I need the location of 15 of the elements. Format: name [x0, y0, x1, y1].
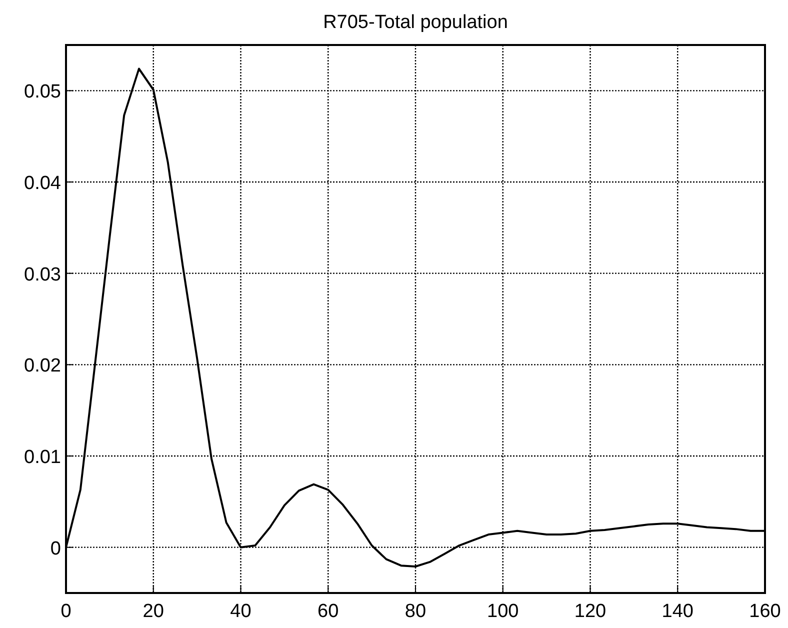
y-tick-label: 0.03 [24, 264, 61, 286]
y-tick-label: 0.01 [24, 447, 61, 468]
x-tick-label: 80 [404, 601, 426, 622]
y-tick-label: 0 [50, 538, 61, 560]
x-tick-label: 100 [487, 601, 519, 622]
y-tick-label: 0.02 [24, 356, 61, 377]
x-tick-label: 60 [318, 601, 339, 622]
x-tick-label: 20 [142, 601, 164, 622]
x-tick-label: 120 [574, 601, 606, 622]
y-tick-label: 0.04 [24, 173, 62, 194]
x-tick-label: 40 [230, 601, 252, 622]
x-tick-label: 160 [749, 601, 781, 622]
chart-title: R705-Total population [323, 12, 508, 33]
x-tick-label: 140 [662, 601, 694, 622]
y-tick-label: 0.05 [24, 82, 61, 103]
